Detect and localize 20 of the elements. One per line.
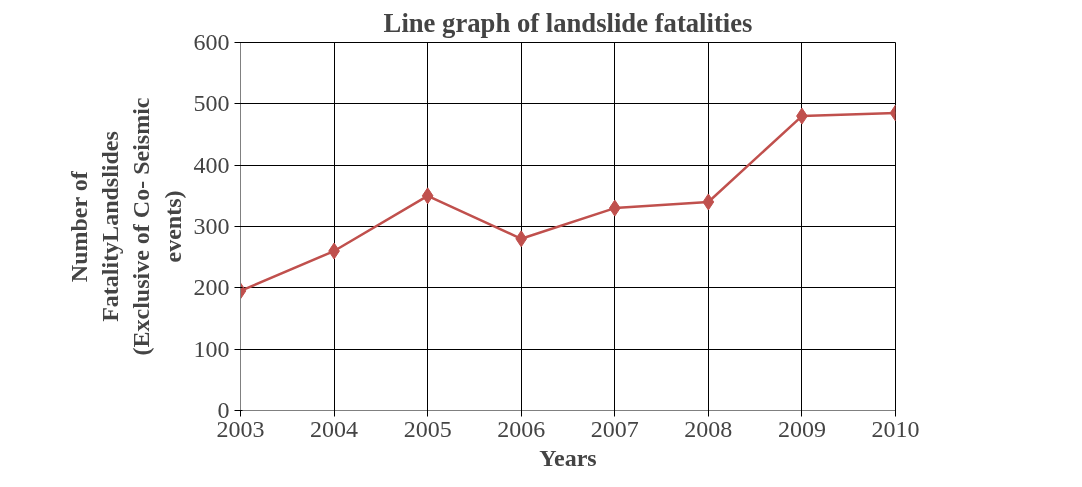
y-axis-title: Number of FatalityLandslides (Exclusive of Co- Seismic events) xyxy=(65,97,186,356)
point xyxy=(608,199,621,217)
point xyxy=(702,193,715,211)
x-tick-label: 2008 xyxy=(684,415,733,442)
x-tick-label: 2005 xyxy=(403,415,452,442)
y-tick-label: 600 xyxy=(193,29,230,55)
y-tick-label: 100 xyxy=(193,335,230,362)
point xyxy=(515,230,528,248)
point xyxy=(421,187,434,205)
y-tick-label: 400 xyxy=(193,151,230,178)
x-tick-label: 2007 xyxy=(590,415,639,442)
y-tick-label: 200 xyxy=(193,274,230,301)
y-tick-label: 500 xyxy=(193,90,230,117)
x-tick-label: 2006 xyxy=(497,415,546,442)
chart-title: Line graph of landslide fatalities xyxy=(383,7,753,38)
x-tick-label: 2004 xyxy=(310,415,359,442)
x-tick-label: 2010 xyxy=(871,415,920,442)
x-axis-title: Years xyxy=(539,444,597,471)
x-tick-label: 2009 xyxy=(777,415,826,442)
y-tick-label: 300 xyxy=(193,213,230,239)
